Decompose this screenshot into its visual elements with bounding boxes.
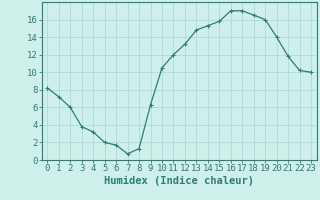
X-axis label: Humidex (Indice chaleur): Humidex (Indice chaleur)	[104, 176, 254, 186]
